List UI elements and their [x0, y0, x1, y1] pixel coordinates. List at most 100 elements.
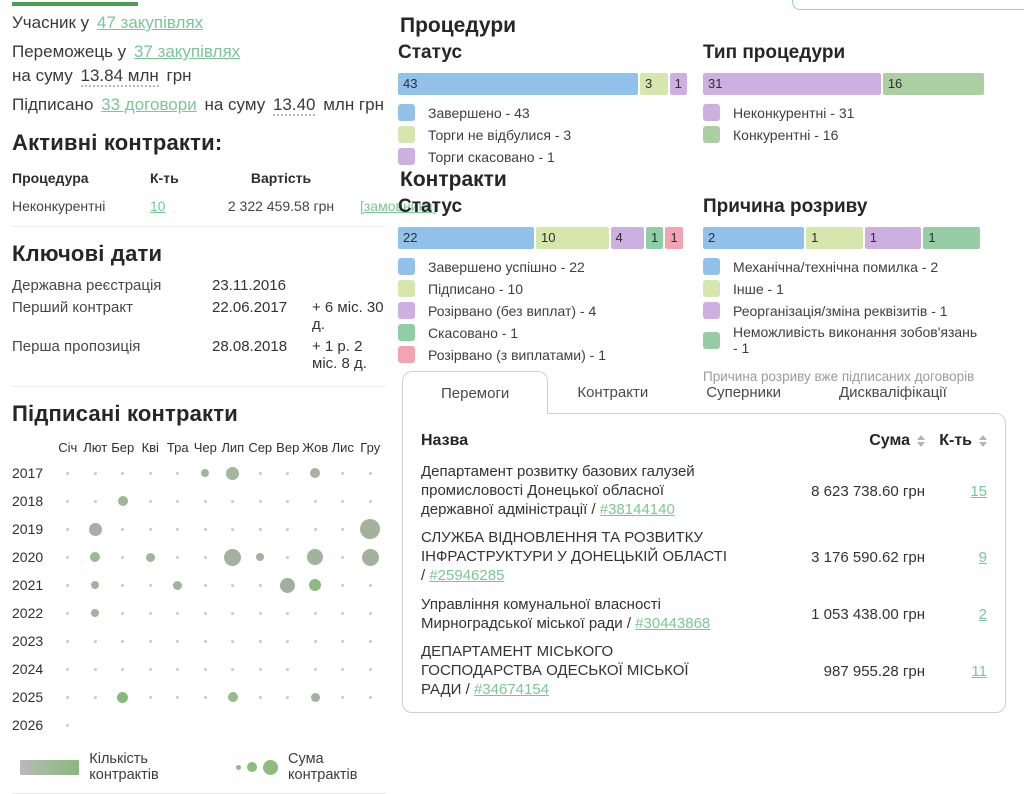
empty-dot — [203, 695, 207, 699]
bar-segment: 1 — [923, 227, 980, 249]
bubble-cell — [274, 459, 302, 487]
empty-dot — [176, 611, 180, 615]
tab-3[interactable]: Суперники — [706, 384, 781, 401]
edrpou-link[interactable]: #30443868 — [635, 614, 711, 632]
bubble-cell — [302, 711, 330, 739]
winner-sum: 1 053 438.00 грн — [811, 606, 925, 624]
tab-4[interactable]: Дискваліфікації — [838, 384, 947, 401]
winner-name-text: СЛУЖБА ВІДНОВЛЕННЯ ТА РОЗВИТКУ ІНФРАСТРУ… — [421, 529, 728, 584]
bubble-cell — [247, 627, 275, 655]
month-label: Лис — [331, 439, 354, 455]
winner-count-link[interactable]: 11 — [971, 663, 987, 681]
winner-count-link[interactable]: 37 закупівлях — [133, 42, 241, 61]
empty-dot — [258, 667, 262, 671]
procedures-status-subtitle: Статус — [398, 42, 463, 63]
contract-bubble — [224, 548, 242, 566]
active-tab-underline — [12, 2, 138, 6]
bubble-cell — [329, 459, 357, 487]
month-label: Гру — [360, 439, 381, 455]
legend-item: Неконкурентні - 31 — [703, 104, 984, 121]
edrpou-link[interactable]: #25946285 — [429, 566, 505, 584]
bubble-year-row: 2017 — [12, 459, 386, 487]
empty-dot — [203, 583, 207, 587]
procedures-title: Процедури — [400, 14, 517, 37]
bubble-cell — [302, 655, 330, 683]
winner-count: 11 — [925, 663, 987, 680]
signed-contracts-chart-title: Підписані контракти — [12, 401, 238, 426]
legend-label: Торги не відбулися - 3 — [428, 126, 572, 143]
bubble-cell — [109, 571, 137, 599]
bar-segment: 1 — [665, 227, 683, 249]
signed-mid: на суму — [204, 95, 266, 114]
bubble-cell — [357, 459, 385, 487]
year-label: 2022 — [12, 605, 44, 621]
winner-sum-suffix: грн — [166, 66, 192, 85]
legend-item: Торги скасовано - 1 — [398, 148, 687, 165]
winner-count-link[interactable]: 2 — [978, 606, 987, 624]
bubble-chart-legend: Кількість контрактів Сума контрактів — [12, 751, 386, 783]
bar-segment: 1 — [806, 227, 863, 249]
empty-dot — [176, 695, 180, 699]
contract-bubble — [88, 522, 102, 536]
col-count-header[interactable]: К-ть — [925, 432, 987, 450]
contract-bubble — [309, 579, 322, 591]
participant-count-link[interactable]: 47 закупівлях — [96, 13, 204, 32]
bubble-cell — [54, 543, 82, 571]
cutoff-top-button[interactable] — [792, 0, 1024, 10]
empty-dot — [286, 695, 290, 699]
edrpou-link[interactable]: #34674154 — [473, 680, 550, 698]
customers-link[interactable]: [замовники] — [360, 198, 437, 214]
legend-item: Торги не відбулися - 3 — [398, 126, 687, 143]
bubble-cell — [302, 487, 330, 515]
empty-dot — [341, 639, 345, 643]
winner-name-text: ДЕПАРТАМЕНТ МІСЬКОГО ГОСПОДАРСТВА ОДЕСЬК… — [421, 643, 689, 698]
procedures-status-legend: Завершено - 43 Торги не відбулися - 3 Торг… — [398, 104, 687, 165]
empty-dot — [313, 611, 317, 615]
legend-label: Торги скасовано - 1 — [428, 148, 555, 165]
edrpou-link[interactable]: #38144140 — [599, 500, 675, 518]
sort-icon[interactable] — [917, 435, 925, 447]
contracts-status-block: Статус 22 10 4 1 1 Завершено успішно - 22 Під… — [398, 196, 683, 368]
signed-contracts-link[interactable]: 33 договори — [101, 95, 197, 114]
bubble-cell — [274, 515, 302, 543]
year-label: 2020 — [12, 549, 44, 565]
contracts-status-subtitle: Статус — [398, 196, 463, 217]
bubble-cell — [219, 627, 247, 655]
bubble-year-row: 2025 — [12, 683, 386, 711]
bar-segment: 10 — [536, 227, 609, 249]
bubble-cell — [329, 683, 357, 711]
bubble-year-row: 2022 — [12, 599, 386, 627]
col-sum-header[interactable]: Сума — [745, 432, 925, 450]
contracts-title: Контракти — [400, 168, 507, 191]
empty-dot — [66, 471, 70, 475]
bubble-cell — [192, 683, 220, 711]
winner-sum: 8 623 738.60 грн — [811, 482, 925, 500]
winner-name: ДЕПАРТАМЕНТ МІСЬКОГО ГОСПОДАРСТВА ОДЕСЬК… — [421, 643, 745, 699]
bubble-cell — [82, 683, 110, 711]
year-label: 2018 — [12, 493, 44, 509]
winner-count-link[interactable]: 15 — [970, 482, 987, 500]
empty-dot — [121, 471, 125, 475]
sort-icon[interactable] — [979, 435, 987, 447]
empty-dot — [121, 527, 125, 531]
legend-swatch — [703, 126, 720, 143]
contract-bubble — [361, 548, 379, 566]
ac-value: 2 322 459.58 грн — [227, 198, 335, 214]
tab-2[interactable]: Контракти — [577, 384, 649, 401]
month-label: Лип — [221, 439, 245, 455]
winner-name: СЛУЖБА ВІДНОВЛЕННЯ ТА РОЗВИТКУ ІНФРАСТРУ… — [421, 529, 745, 585]
empty-dot — [203, 667, 207, 671]
signed-contracts-bubble-chart: Січ Лют Бер Кві Тра Чер Лип Сер Вер Жов Лис Гру 2017… — [12, 437, 386, 739]
signed-prefix: Підписано — [12, 95, 94, 114]
tab-1[interactable]: Перемоги — [402, 371, 549, 414]
empty-dot — [203, 639, 207, 643]
bubble-cell — [164, 655, 192, 683]
empty-dot — [258, 583, 262, 587]
bubble-cell — [247, 599, 275, 627]
year-label: 2025 — [12, 689, 44, 705]
winner-count-link[interactable]: 9 — [978, 549, 987, 567]
bubble-cell — [137, 571, 165, 599]
ac-count-link[interactable]: 10 — [150, 198, 166, 214]
bubble-cell — [274, 543, 302, 571]
